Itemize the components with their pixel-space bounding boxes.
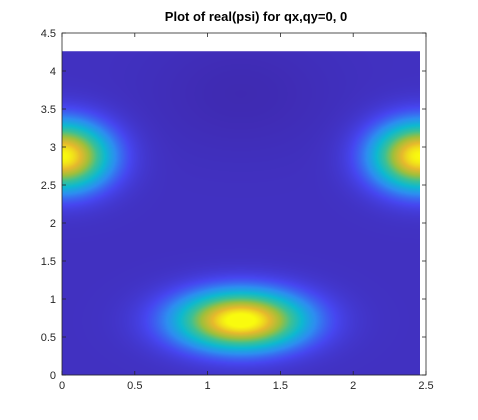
y-tick-label: 2 bbox=[50, 218, 56, 230]
x-tick-label: 2 bbox=[350, 380, 356, 392]
x-axis: 0 0.5 1 1.5 2 2.5 bbox=[59, 33, 434, 392]
x-tick-label: 0 bbox=[59, 380, 65, 392]
x-tick-label: 0.5 bbox=[127, 380, 142, 392]
x-tick-label: 1 bbox=[205, 380, 211, 392]
y-tick-label: 3 bbox=[50, 142, 56, 154]
axes-box bbox=[61, 32, 427, 376]
y-axis: 0 0.5 1 1.5 2 2.5 3 3.5 4 4.5 bbox=[41, 28, 426, 382]
y-tick-label: 1.5 bbox=[41, 256, 56, 268]
y-tick-label: 2.5 bbox=[41, 180, 56, 192]
y-tick-label: 3.5 bbox=[41, 104, 56, 116]
y-tick-label: 0 bbox=[50, 370, 56, 382]
heatmap-image bbox=[62, 51, 420, 376]
chart-title: Plot of real(psi) for qx,qy=0, 0 bbox=[165, 9, 347, 24]
y-tick-label: 4 bbox=[50, 66, 56, 78]
x-tick-label: 1.5 bbox=[273, 380, 288, 392]
axes: 0 0.5 1 1.5 2 2.5 0 0.5 1 1.5 2 2.5 3 3.5 4 4.5 bbox=[41, 28, 434, 392]
y-tick-label: 0.5 bbox=[41, 332, 56, 344]
y-tick-label: 1 bbox=[50, 294, 56, 306]
x-tick-label: 2.5 bbox=[418, 380, 433, 392]
y-tick-label: 4.5 bbox=[41, 28, 56, 40]
